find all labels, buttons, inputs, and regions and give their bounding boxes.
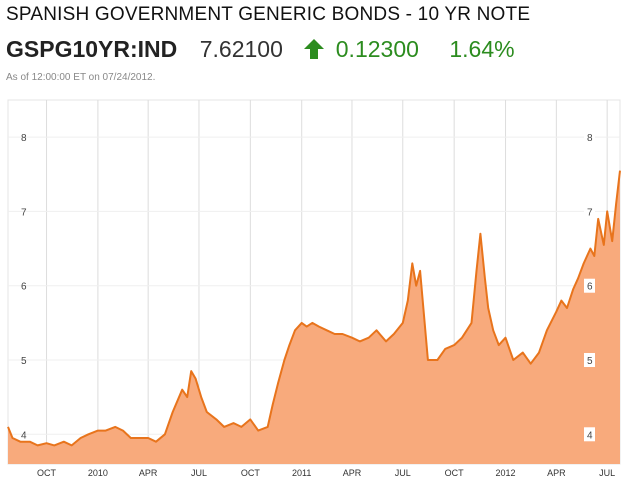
series-area [8, 170, 620, 464]
price-change: 0.12300 [335, 36, 419, 62]
x-tick-label: 2012 [496, 468, 516, 478]
x-tick-label: APR [139, 468, 158, 478]
percent-change: 1.64% [449, 36, 515, 62]
x-tick-label: OCT [445, 468, 465, 478]
yield-chart: 4 4 5 5 6 6 7 7 8 8 OCT 2010 APR JUL OCT 2011 APR JUL OCT 2… [7, 99, 621, 478]
y-tick-label-bg [584, 204, 595, 219]
x-tick-label: APR [343, 468, 362, 478]
y-tick-label-right: 6 [587, 282, 593, 293]
y-tick-label-right: 8 [587, 133, 593, 144]
y-tick-label-left: 6 [21, 282, 27, 293]
last-price: 7.62100 [199, 36, 283, 62]
y-tick-label-bg [584, 278, 595, 293]
y-tick-label-left: 7 [21, 207, 27, 218]
quote-summary: GSPG10YR:IND 7.62100 0.12300 1.64% [6, 36, 515, 66]
ticker-symbol: GSPG10YR:IND [6, 36, 178, 62]
page-title: SPANISH GOVERNMENT GENERIC BONDS - 10 YR… [6, 4, 531, 25]
y-tick-label-bg [584, 427, 595, 442]
x-tick-label: JUL [191, 468, 207, 478]
arrow-up-icon [303, 38, 325, 65]
y-tick-label-left: 8 [21, 133, 27, 144]
x-tick-label: OCT [37, 468, 57, 478]
y-tick-label-right: 4 [587, 430, 593, 441]
x-tick-label: JUL [599, 468, 615, 478]
y-tick-label-bg [584, 130, 595, 145]
y-tick-label-left: 4 [21, 430, 27, 441]
y-tick-label-right: 7 [587, 207, 593, 218]
x-tick-label: APR [547, 468, 566, 478]
x-tick-label: OCT [241, 468, 261, 478]
series-line [7, 170, 621, 447]
y-tick-label-right: 5 [587, 356, 593, 367]
x-tick-label: 2010 [88, 468, 108, 478]
x-tick-label: JUL [395, 468, 411, 478]
y-tick-label-bg [584, 353, 595, 367]
as-of-timestamp: As of 12:00:00 ET on 07/24/2012. [6, 72, 156, 83]
x-tick-label: 2011 [292, 468, 311, 478]
y-tick-label-left: 5 [21, 356, 27, 367]
